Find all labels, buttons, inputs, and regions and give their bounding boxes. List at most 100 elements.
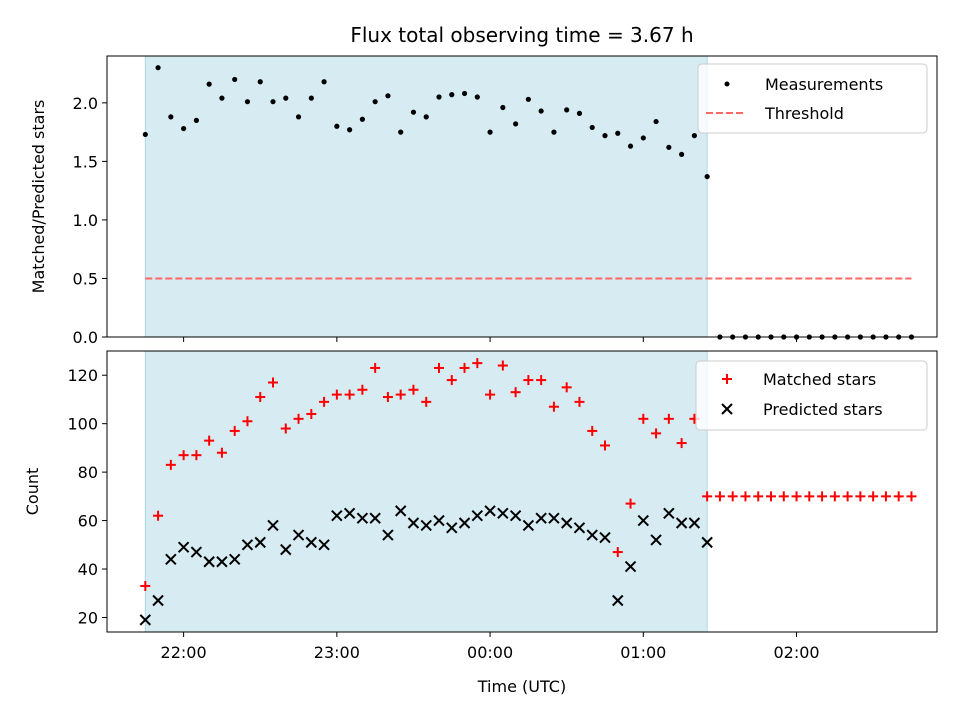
x-tick-label: 00:00 <box>467 643 513 662</box>
measurement-point <box>347 127 353 133</box>
matched-star-point <box>612 547 623 558</box>
bottom-y-tick-label: 60 <box>78 512 98 531</box>
predicted-star-point <box>190 546 203 558</box>
predicted-star-point <box>484 505 496 517</box>
predicted-star-point <box>382 529 394 541</box>
matched-star-point <box>638 413 649 424</box>
predicted-star-point <box>458 517 471 529</box>
predicted-star-point <box>318 539 330 551</box>
predicted-star-point <box>356 512 369 524</box>
matched-star-point <box>893 491 904 502</box>
predicted-star-point <box>407 517 420 529</box>
x-tick-label: 01:00 <box>620 643 666 662</box>
matched-star-point <box>868 491 879 502</box>
top-y-tick-label: 2.0 <box>73 94 98 113</box>
measurement-point <box>295 114 302 120</box>
matched-star-point <box>319 396 330 407</box>
matched-star-point <box>510 387 521 398</box>
predicted-stars-points <box>139 505 713 626</box>
predicted-star-point <box>280 543 292 556</box>
top-y-ticks: 0.0 0.5 1.0 1.5 2.0 <box>73 94 107 347</box>
matched-star-point <box>663 413 674 424</box>
matched-star-point <box>178 450 189 461</box>
matched-star-point <box>714 491 725 502</box>
measurement-point <box>398 129 404 135</box>
top-legend: Measurements Threshold <box>697 63 928 134</box>
legend-threshold-label: Threshold <box>764 104 844 123</box>
predicted-star-point <box>548 512 560 524</box>
matched-star-point <box>536 375 547 386</box>
measurement-point <box>449 92 455 98</box>
measurement-point <box>168 114 174 120</box>
measurement-point <box>232 76 238 83</box>
measurement-point <box>589 124 595 131</box>
top-legend-box <box>697 63 928 134</box>
matched-star-point <box>880 491 891 502</box>
matched-star-point <box>574 396 585 407</box>
matched-star-point <box>804 491 815 502</box>
predicted-star-point <box>497 507 509 520</box>
measurement-points <box>142 65 915 340</box>
bottom-y-tick-label: 40 <box>78 560 98 579</box>
measurement-point <box>244 99 251 105</box>
measurement-point <box>513 121 519 127</box>
measurement-point <box>206 81 212 87</box>
x-tick-label: 02:00 <box>773 643 819 662</box>
predicted-star-point <box>675 517 688 529</box>
matched-star-point <box>331 389 342 400</box>
predicted-star-point <box>343 507 356 520</box>
matched-star-point <box>255 392 266 403</box>
measurement-point <box>334 123 340 129</box>
matched-star-point <box>382 392 393 403</box>
predicted-star-point <box>624 560 637 573</box>
top-axes-frame <box>106 55 938 338</box>
matched-star-point <box>434 362 444 373</box>
top-y-tick-label: 0.0 <box>73 328 98 347</box>
bottom-legend: Matched stars Predicted stars <box>695 360 928 431</box>
measurement-point <box>155 65 161 71</box>
x-tick-label: 22:00 <box>161 643 207 662</box>
measurement-point <box>525 96 531 102</box>
matched-star-point <box>523 375 534 386</box>
measurement-point <box>691 133 697 139</box>
top-y-tick-label: 0.5 <box>73 269 98 288</box>
matched-star-point <box>842 491 853 502</box>
matched-star-point <box>293 413 304 424</box>
measurement-point <box>500 104 506 111</box>
bottom-y-tick-label: 80 <box>78 463 98 482</box>
matched-star-point <box>600 440 610 451</box>
matched-star-point <box>459 362 470 373</box>
matched-stars-points <box>140 358 917 591</box>
predicted-star-point <box>612 594 624 607</box>
measurement-point <box>461 90 468 97</box>
measurement-point <box>193 117 199 123</box>
measurement-point <box>385 93 391 99</box>
matched-star-point <box>651 428 662 439</box>
predicted-star-point <box>394 505 407 517</box>
measurement-point <box>653 118 659 125</box>
matched-star-point <box>497 360 508 371</box>
legend-matched-label: Matched stars <box>763 370 876 389</box>
predicted-star-point <box>331 510 343 522</box>
legend-measurements-marker <box>724 81 730 87</box>
predicted-star-point <box>688 517 701 529</box>
matched-star-point <box>153 510 164 521</box>
matched-star-point <box>817 491 828 502</box>
matched-star-point <box>855 491 866 502</box>
matched-star-point <box>727 491 738 502</box>
measurement-point <box>704 173 710 180</box>
measurement-point <box>551 129 557 135</box>
measurement-point <box>308 95 314 101</box>
predicted-star-point <box>177 541 190 553</box>
matched-star-point <box>676 438 687 449</box>
measurement-point <box>219 95 225 101</box>
matched-star-point <box>229 425 240 436</box>
matched-star-point <box>625 498 636 509</box>
bottom-y-ticks: 20 40 60 80 100 120 <box>67 366 107 627</box>
matched-star-point <box>140 580 151 591</box>
predicted-star-point <box>369 512 381 524</box>
measurement-point <box>436 94 442 100</box>
measurement-point <box>679 151 685 157</box>
chart-title: Flux total observing time = 3.67 h <box>350 23 693 47</box>
